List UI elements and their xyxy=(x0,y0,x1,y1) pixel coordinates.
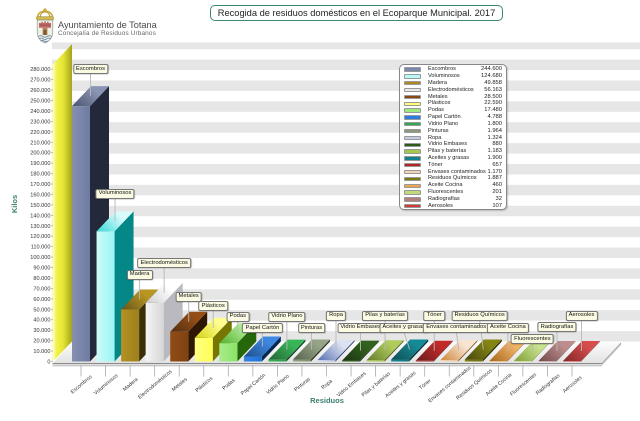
svg-text:120.000: 120.000 xyxy=(30,234,50,240)
svg-text:60.000: 60.000 xyxy=(33,297,50,303)
svg-text:100.000: 100.000 xyxy=(30,255,50,261)
svg-text:150.000: 150.000 xyxy=(30,203,50,209)
svg-text:40.000: 40.000 xyxy=(33,318,50,324)
svg-text:110.000: 110.000 xyxy=(31,245,51,251)
svg-text:50.000: 50.000 xyxy=(33,307,50,313)
svg-text:Residuos: Residuos xyxy=(310,396,344,405)
svg-text:Papel Cartón: Papel Cartón xyxy=(240,373,267,397)
svg-text:10.000: 10.000 xyxy=(33,349,50,355)
svg-text:270.000: 270.000 xyxy=(30,78,50,84)
svg-text:Fluorescentes: Fluorescentes xyxy=(509,372,538,398)
svg-text:210.000: 210.000 xyxy=(30,140,50,146)
svg-text:170.000: 170.000 xyxy=(30,182,50,188)
svg-text:190.000: 190.000 xyxy=(30,161,50,167)
svg-text:130.000: 130.000 xyxy=(30,224,50,230)
svg-text:80.000: 80.000 xyxy=(33,276,50,282)
svg-text:90.000: 90.000 xyxy=(33,266,50,272)
svg-text:140.000: 140.000 xyxy=(30,213,50,219)
svg-text:Tóner: Tóner xyxy=(418,378,432,391)
svg-text:Envases contaminados: Envases contaminados xyxy=(427,365,472,404)
svg-text:Kilos: Kilos xyxy=(10,195,19,213)
svg-text:160.000: 160.000 xyxy=(30,192,50,198)
svg-text:Plásticos: Plásticos xyxy=(195,376,215,394)
svg-text:30.000: 30.000 xyxy=(33,328,50,334)
svg-text:Ropa: Ropa xyxy=(320,378,333,391)
svg-text:Madera: Madera xyxy=(122,377,139,393)
svg-text:0: 0 xyxy=(47,360,50,366)
svg-text:230.000: 230.000 xyxy=(30,119,50,125)
svg-text:250.000: 250.000 xyxy=(30,99,50,105)
svg-text:280.000: 280.000 xyxy=(30,67,50,73)
svg-text:Vidrio Plano: Vidrio Plano xyxy=(265,373,290,396)
svg-text:Aerosoles: Aerosoles xyxy=(562,375,584,395)
svg-text:Radiografías: Radiografías xyxy=(535,373,562,397)
svg-text:Pinturas: Pinturas xyxy=(293,376,312,393)
svg-text:Electrodomésticos: Electrodomésticos xyxy=(137,369,174,401)
svg-text:220.000: 220.000 xyxy=(30,130,50,136)
svg-text:Voluminosos: Voluminosos xyxy=(93,373,120,397)
svg-text:240.000: 240.000 xyxy=(30,109,50,115)
svg-text:Metales: Metales xyxy=(171,376,189,393)
svg-text:20.000: 20.000 xyxy=(33,339,50,345)
svg-text:Escombros: Escombros xyxy=(70,374,94,396)
svg-text:260.000: 260.000 xyxy=(30,88,50,94)
svg-text:180.000: 180.000 xyxy=(30,172,50,178)
svg-text:Podas: Podas xyxy=(221,377,236,391)
svg-text:70.000: 70.000 xyxy=(33,286,50,292)
svg-text:200.000: 200.000 xyxy=(30,151,50,157)
